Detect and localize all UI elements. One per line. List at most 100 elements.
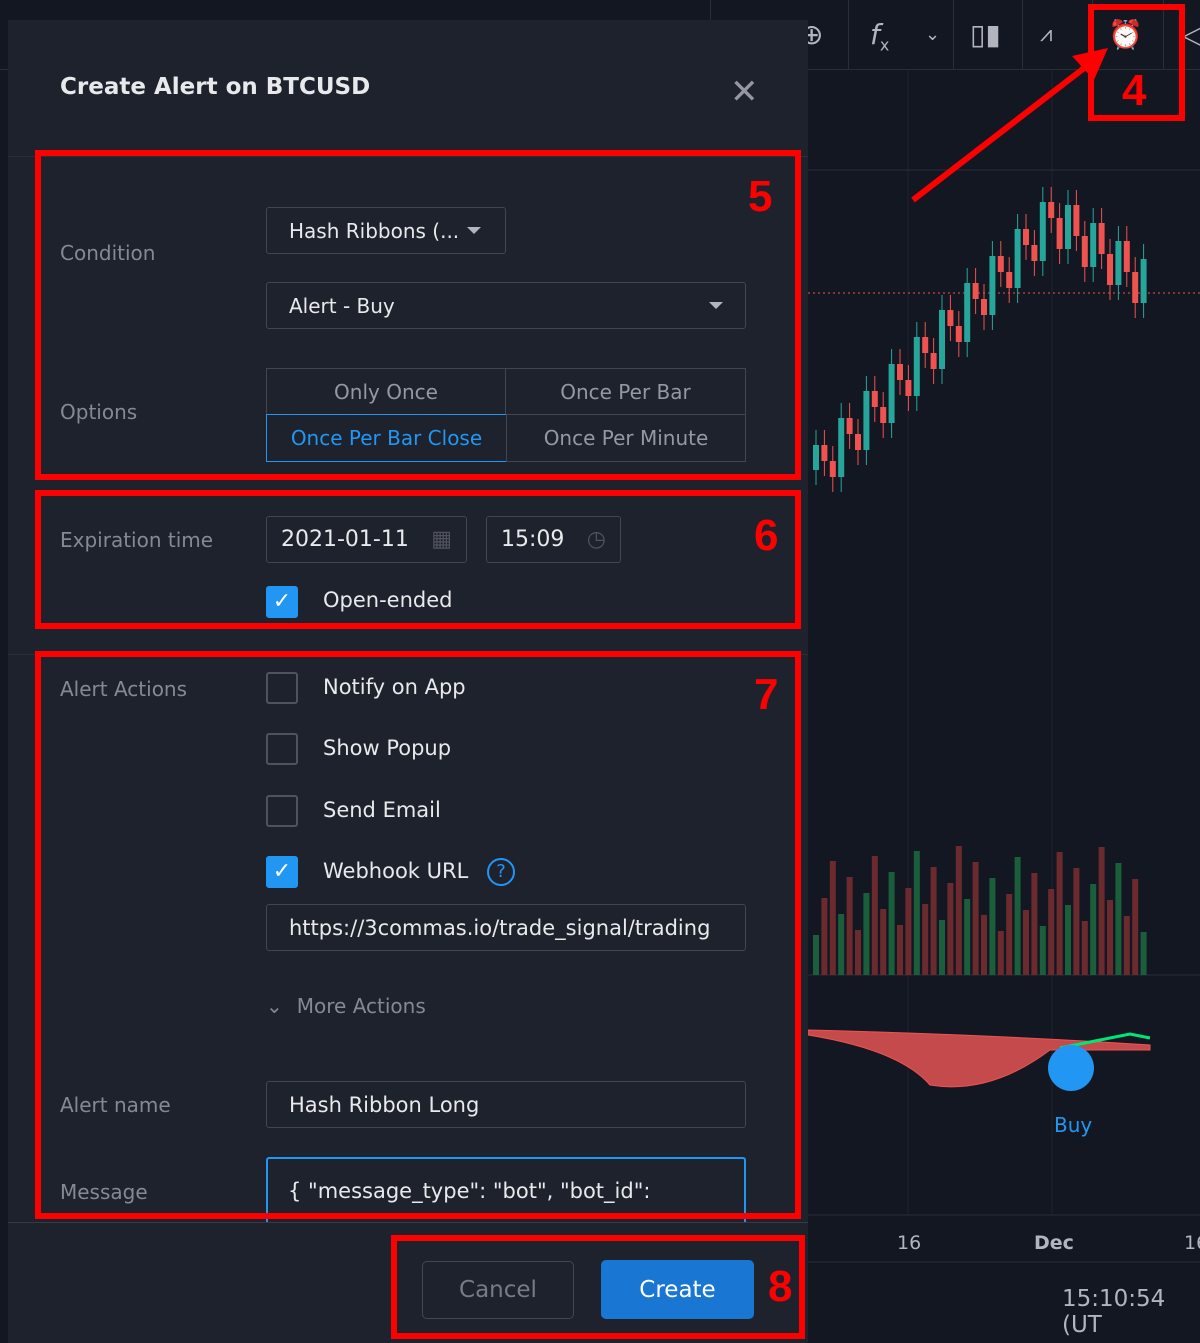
signal-value: Alert - Buy [289,293,395,318]
candle [1056,218,1063,249]
candle [1115,241,1122,285]
webhook-url-input[interactable]: https://3commas.io/trade_signal/trading [266,904,746,951]
close-icon[interactable]: ✕ [730,72,759,112]
more-actions-toggle[interactable]: ⌄ More Actions [266,994,426,1018]
webhook-label: Webhook URL [323,859,469,883]
price-chart[interactable] [808,70,1200,1343]
ribbon-line [1059,1032,1151,1050]
candle [922,337,929,353]
buy-signal-label: Buy [1054,1113,1093,1137]
chevron-down-icon[interactable]: ⌄ [925,24,941,45]
candle [813,445,819,470]
candle [939,310,945,369]
annotation-number: 6 [754,511,779,560]
volume-bar [855,930,861,975]
volume-bar [939,920,945,975]
candle [880,407,887,423]
indicators-fx-icon[interactable]: fx [870,18,890,55]
date-value: 2021-01-11 [281,527,409,552]
message-textarea[interactable]: { "message_type": "bot", "bot_id": [266,1157,746,1222]
volume-bar [1073,868,1080,975]
ribbon-area [808,1029,1151,1088]
clock-icon: ◷ [586,527,606,552]
volume-bar [871,856,878,975]
buy-signal-marker [1048,1045,1094,1091]
annotation-box-6 [35,490,801,629]
x-tick: Dec [1034,1232,1074,1254]
create-alert-dialog: Create Alert on BTCUSD ✕ Condition Hash … [8,20,808,1343]
volume-bar [1065,905,1071,975]
expiration-label: Expiration time [60,528,214,552]
candle [972,283,979,299]
candle [930,353,937,369]
candle [829,461,836,477]
volume-bar [1132,879,1139,975]
open-ended-checkbox[interactable]: ✓ [266,586,298,618]
volume-bar [888,872,895,975]
candle [1006,272,1013,288]
create-button[interactable]: Create [601,1260,754,1319]
signal-select[interactable]: Alert - Buy [266,282,746,329]
indicator-select[interactable]: Hash Ribbons (... [266,207,506,254]
candle [1014,229,1021,288]
annotation-box-8 [391,1235,805,1339]
volume-bar [1115,863,1122,975]
expiration-date-input[interactable]: 2021-01-11 ▦ [266,516,467,563]
candle [1048,202,1055,218]
volume-bar [880,909,887,975]
volume-bar [1056,852,1063,975]
alarm-plus-icon[interactable]: ⏰ [1108,18,1143,51]
volume-bar [997,931,1004,975]
x-tick: 16 [897,1232,922,1254]
cancel-button[interactable]: Cancel [422,1261,574,1319]
volume-bar [905,888,912,975]
bar-chart-icon[interactable]: ▯▮ [970,18,1001,51]
volume-bar [1039,926,1046,975]
annotation-box-5 [35,150,801,480]
volume-bar [1014,857,1021,975]
volume-bar [1098,847,1105,975]
show-popup-checkbox[interactable] [266,733,298,765]
volume-bar [1081,921,1088,975]
caret-down-icon [709,302,723,309]
volume-bar [846,877,853,975]
volume-bar [1031,873,1038,975]
annotation-number: 4 [1122,66,1147,115]
alert-actions-label: Alert Actions [60,677,188,701]
candle [888,364,895,423]
send-email-label: Send Email [323,798,441,822]
candle [989,256,996,315]
webhook-checkbox[interactable]: ✓ [266,856,298,888]
volume-bar [947,883,954,975]
volume-bar [838,914,845,975]
volume-bar [922,904,929,975]
volume-bar [989,878,996,975]
candle [863,391,870,450]
volume-bar [1107,900,1113,975]
notify-app-checkbox[interactable] [266,672,298,704]
message-label: Message [60,1180,148,1204]
volume-bar [1123,916,1130,975]
volume-bar [897,925,903,975]
volume-bar [972,862,979,975]
candle [947,310,954,326]
candle [905,380,912,396]
option-once-per-bar-close[interactable]: Once Per Bar Close [266,414,507,462]
notify-app-label: Notify on App [323,675,466,699]
candle [1132,272,1139,303]
volume-bar [1090,884,1097,975]
volume-bar [913,851,920,975]
replay-icon[interactable]: ◁ [1182,18,1200,51]
alert-name-input[interactable]: Hash Ribbon Long [266,1081,746,1128]
candle [1140,259,1147,303]
volume-bar [955,846,962,975]
option-once-per-minute[interactable]: Once Per Minute [506,414,746,462]
clock: 15:10:54 (UT [1062,1286,1166,1338]
help-icon[interactable]: ? [487,858,515,886]
condition-label: Condition [60,241,156,265]
candle [1081,236,1088,267]
expiration-time-input[interactable]: 15:09 ◷ [486,516,621,563]
candle [846,418,853,434]
send-email-checkbox[interactable] [266,795,298,827]
compare-icon[interactable]: ⩘ [1040,22,1053,47]
